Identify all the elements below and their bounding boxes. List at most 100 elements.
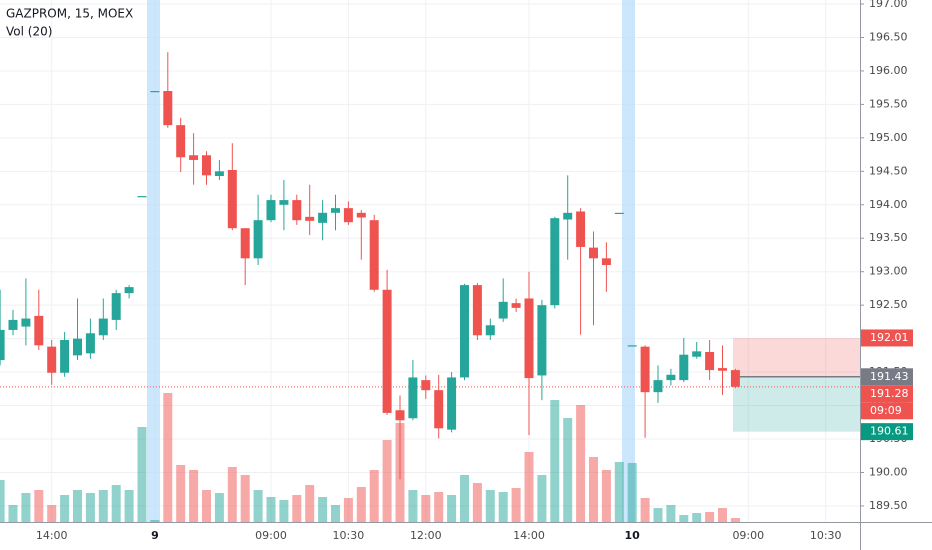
candle-body — [331, 208, 340, 213]
volume-bar — [202, 490, 211, 522]
x-tick-label: 10:30 — [333, 529, 365, 542]
candle-body — [279, 200, 289, 205]
candles — [0, 52, 740, 480]
volume-bar — [627, 463, 637, 522]
volume-bar — [137, 427, 147, 522]
candle-body — [266, 200, 276, 221]
volume-bar — [98, 490, 108, 522]
y-tick-label: 190.00 — [869, 465, 908, 478]
volume-bar — [421, 495, 431, 522]
last-price-label: 191.28 — [870, 387, 909, 400]
volume-bar — [679, 515, 689, 522]
volume-bar — [653, 508, 663, 522]
candle-body — [382, 289, 392, 413]
candle-body — [111, 293, 121, 320]
price-axis-bg — [860, 0, 932, 550]
session-break — [147, 0, 160, 522]
candle-body — [163, 91, 173, 126]
y-tick-label: 193.50 — [869, 231, 908, 244]
stop-zone — [733, 337, 860, 377]
volume-bar — [511, 488, 521, 522]
x-tick-label: 10 — [625, 529, 641, 542]
y-tick-label: 192.50 — [869, 298, 908, 311]
y-tick-label: 197.00 — [869, 0, 908, 10]
volume-bar — [189, 470, 199, 522]
y-tick-label: 194.50 — [869, 164, 908, 177]
volume-bar — [8, 505, 18, 522]
candle-body — [460, 285, 469, 378]
candle-body — [627, 345, 637, 347]
last-price-label-bg — [861, 385, 913, 403]
volume-bar — [718, 508, 727, 522]
volume-label: Vol (20) — [6, 25, 52, 39]
volume-bar — [305, 485, 315, 522]
volume-bar — [331, 505, 340, 522]
volume-bar — [163, 393, 173, 522]
y-tick-label: 194.00 — [869, 198, 908, 211]
session-break — [622, 0, 635, 522]
candle-body — [176, 125, 186, 158]
volume-bar — [472, 483, 482, 522]
chart-title: GAZPROM, 15, MOEX — [6, 7, 133, 21]
candle-body — [524, 298, 534, 379]
candle-body — [227, 169, 237, 229]
x-tick-label: 9 — [151, 529, 159, 542]
candle-body — [0, 329, 5, 361]
candle-body — [202, 155, 211, 176]
y-tick-label: 189.50 — [869, 499, 908, 512]
volume-bar — [434, 492, 444, 522]
candle-body — [730, 370, 740, 387]
volume-bar — [253, 490, 263, 522]
candle-body — [511, 303, 521, 308]
volume-bar — [85, 493, 95, 522]
candle-body — [614, 212, 624, 215]
volume-bar — [34, 490, 44, 522]
candle-body — [356, 212, 366, 218]
candle-body — [8, 319, 18, 330]
volume-bar — [576, 405, 586, 522]
candle-body — [395, 410, 405, 421]
volume-bar — [524, 452, 534, 522]
volume-pane — [0, 393, 740, 522]
candle-body — [718, 368, 727, 371]
volume-bar — [111, 485, 121, 522]
volume-bar — [369, 470, 379, 522]
volume-bar — [176, 465, 186, 522]
volume-bar — [124, 490, 134, 522]
volume-bar — [214, 493, 224, 522]
candle-body — [150, 91, 160, 93]
candle-body — [21, 318, 31, 327]
volume-bar — [73, 490, 82, 522]
y-tick-label: 195.50 — [869, 97, 908, 110]
candle-body — [240, 228, 250, 259]
candle-body — [692, 351, 702, 357]
volume-bar — [292, 495, 302, 522]
x-tick-label: 14:00 — [36, 529, 68, 542]
target-zone — [733, 376, 860, 432]
candle-body — [47, 346, 57, 373]
candle-body — [653, 380, 663, 393]
countdown-label: 09:09 — [870, 404, 902, 417]
candle-body — [189, 155, 199, 160]
candle-body — [343, 208, 353, 223]
candle-body — [447, 377, 457, 430]
volume-bar — [0, 480, 5, 522]
volume-bar — [60, 495, 70, 522]
volume-bar — [563, 418, 573, 522]
candle-body — [98, 318, 108, 336]
candle-body — [124, 287, 134, 294]
y-tick-label: 195.00 — [869, 131, 908, 144]
volume-bar — [589, 457, 598, 522]
candle-body — [705, 352, 715, 371]
volume-bar — [227, 467, 237, 522]
target-price-label-bg — [861, 423, 913, 441]
volume-bar — [47, 505, 57, 522]
x-tick-label: 10:30 — [810, 529, 842, 542]
labels: 189.50190.00190.50191.00191.50192.00192.… — [36, 0, 913, 542]
volume-bar — [614, 462, 624, 522]
y-tick-label: 193.00 — [869, 265, 908, 278]
candle-body — [434, 390, 444, 429]
volume-bar — [550, 400, 560, 522]
